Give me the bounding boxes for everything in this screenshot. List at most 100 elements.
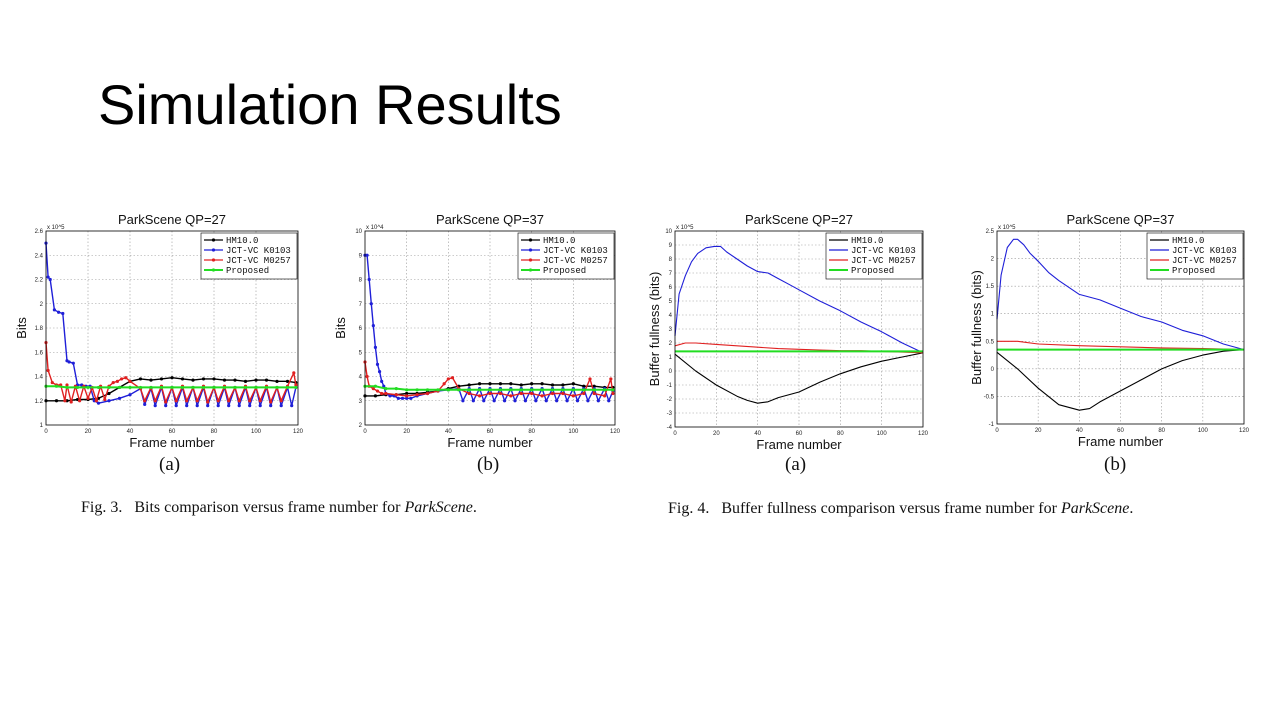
series-point-0 (54, 399, 59, 403)
axis-exponent-label: x 10^4 (366, 225, 384, 231)
x-tick-label: 100 (877, 431, 888, 437)
x-axis-label: Frame number (129, 435, 215, 450)
series-point-2 (609, 377, 613, 381)
series-point-3 (212, 385, 216, 390)
series-point-1 (128, 393, 132, 397)
series-point-1 (365, 253, 369, 257)
series-point-1 (405, 396, 409, 400)
series-point-0 (467, 383, 471, 387)
series-point-2 (550, 391, 555, 396)
x-tick-label: 0 (363, 429, 367, 435)
chart-fig4a-svg: 0 20 40 60 80 100 120 -4 -3 -2 -1 0 1 2 3 4 5 6 7 8 9 10 x 10^… (647, 212, 929, 452)
series-point-1 (48, 277, 52, 282)
series-point-0 (159, 377, 164, 381)
series-point-3 (415, 388, 419, 392)
y-tick-label: 9 (669, 243, 673, 249)
series-point-1 (409, 396, 413, 400)
y-tick-label: 2.6 (35, 229, 44, 235)
series-point-2 (195, 399, 199, 403)
x-tick-label: 100 (1198, 428, 1209, 434)
series-point-2 (365, 374, 369, 379)
y-tick-label: 10 (665, 229, 672, 235)
series-point-1 (61, 311, 65, 316)
series-point-0 (201, 377, 206, 381)
legend-entry: HM10.0 (543, 236, 575, 246)
x-tick-label: 100 (568, 429, 579, 435)
series-point-1 (195, 404, 199, 408)
series-point-1 (388, 394, 392, 398)
series-point-3 (107, 385, 111, 390)
y-tick-label: -1 (989, 422, 995, 428)
series-point-2 (588, 377, 592, 381)
series-point-2 (258, 399, 262, 403)
series-point-2 (509, 394, 513, 398)
series-point-2 (611, 391, 615, 396)
series-point-1 (279, 404, 283, 408)
series-point-3 (571, 388, 575, 392)
series-point-0 (561, 383, 565, 387)
x-tick-label: 80 (211, 429, 218, 435)
y-tick-label: 1 (40, 423, 44, 429)
series-point-3 (180, 385, 185, 390)
series-point-0 (498, 382, 503, 386)
caption-italic: ParkScene (404, 499, 473, 516)
x-tick-label: 20 (403, 429, 410, 435)
x-tick-label: 40 (445, 429, 452, 435)
series-point-0 (509, 382, 513, 386)
series-point-2 (153, 399, 157, 403)
y-tick-label: 7 (669, 271, 673, 277)
series-point-2 (269, 400, 273, 404)
series-point-2 (164, 400, 168, 404)
series-point-2 (206, 400, 210, 404)
chart-fig3a: 0 20 40 60 80 100 120 1 1.2 1.4 1.6 1.8 2 2.2 2.4 2.6 x … (0, 205, 320, 455)
series-point-1 (216, 404, 220, 408)
caption-text: Buffer fullness comparison versus frame … (721, 500, 1061, 517)
legend-marker (211, 268, 216, 272)
series-point-1 (174, 404, 178, 408)
series-point-2 (46, 368, 50, 373)
legend-marker (528, 268, 533, 272)
x-tick-label: 20 (85, 429, 92, 435)
chart-fig4a: 0 20 40 60 80 100 120 -4 -3 -2 -1 0 1 2 3 4 5 6 7 8 9 10 x 10^… (645, 205, 945, 455)
series-point-3 (561, 388, 565, 392)
series-point-2 (405, 394, 409, 398)
y-tick-label: 2 (669, 341, 673, 347)
series-point-1 (248, 404, 252, 408)
y-tick-label: 5 (359, 350, 363, 356)
x-tick-label: 80 (1158, 428, 1165, 434)
series-point-0 (254, 378, 258, 382)
series-point-1 (380, 379, 384, 383)
legend-entry: JCT-VC K0103 (851, 246, 916, 256)
legend-marker (211, 258, 216, 262)
y-tick-label: 2 (40, 302, 44, 308)
series-point-3 (436, 388, 440, 392)
series-point-2 (530, 391, 534, 396)
chart-title: ParkScene QP=27 (118, 212, 226, 227)
series-point-2 (174, 399, 178, 403)
series-point-1 (237, 404, 241, 408)
series-point-1 (67, 360, 71, 364)
x-tick-label: 80 (837, 431, 844, 437)
series-point-1 (555, 399, 559, 403)
legend-entry: HM10.0 (226, 236, 258, 246)
x-tick-label: 60 (169, 429, 176, 435)
series-point-3 (582, 388, 586, 392)
panel-label-fig4b: (b) (1104, 454, 1127, 475)
series-point-1 (461, 399, 465, 403)
series-point-1 (471, 399, 475, 403)
series-point-0 (191, 378, 195, 382)
series-point-0 (107, 391, 111, 396)
y-tick-label: 0 (669, 369, 673, 375)
series-point-3 (540, 388, 544, 392)
slide-title: Simulation Results (98, 73, 562, 136)
legend-entry: HM10.0 (1172, 236, 1204, 246)
series-point-2 (442, 382, 446, 386)
legend-marker (211, 238, 216, 242)
y-tick-label: 1 (991, 312, 995, 318)
series-point-0 (477, 382, 482, 386)
x-tick-label: 120 (1239, 428, 1250, 434)
chart-title: ParkScene QP=37 (1066, 212, 1174, 227)
legend-marker (211, 248, 216, 252)
x-tick-label: 100 (251, 429, 262, 435)
